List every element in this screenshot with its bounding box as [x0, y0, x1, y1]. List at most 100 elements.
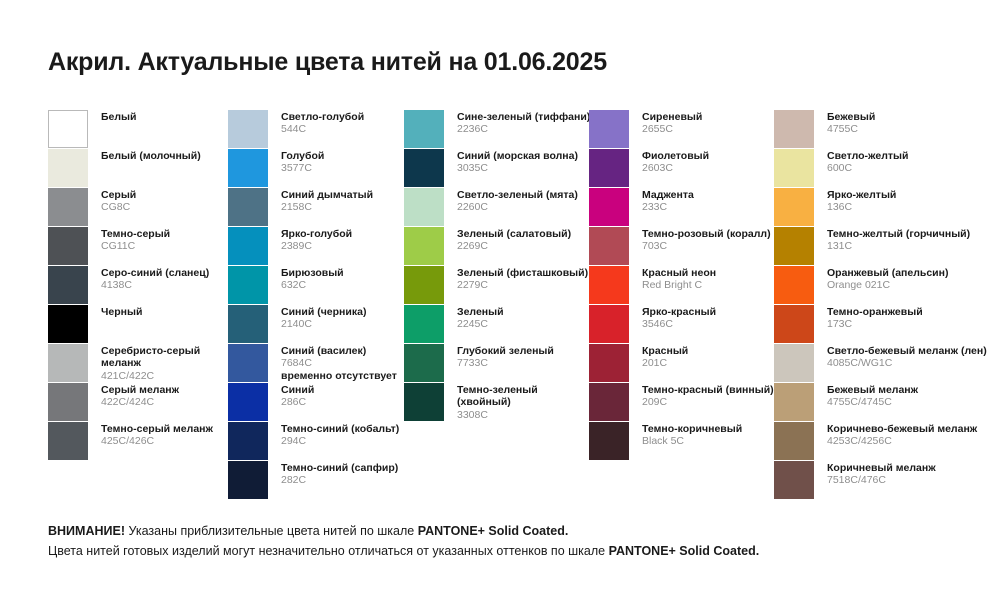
- color-swatch[interactable]: [774, 305, 814, 343]
- color-swatch-row[interactable]: Ярко-голубой 2389C: [228, 227, 404, 266]
- color-swatch-row[interactable]: Темно-желтый (горчичный) 131C: [774, 227, 989, 266]
- color-swatch-row[interactable]: Зеленый 2245C: [404, 305, 589, 344]
- color-swatch-row[interactable]: Синий (василек) 7684C временно отсутствует: [228, 344, 404, 383]
- color-swatch-row[interactable]: Темно-синий (сапфир) 282C: [228, 461, 404, 500]
- color-swatch-row[interactable]: Темно-зеленый (хвойный) 3308C: [404, 383, 589, 422]
- color-pantone-code: 2389C: [281, 240, 312, 253]
- color-swatch-row[interactable]: Темно-красный (винный) 209C: [589, 383, 774, 422]
- color-swatch[interactable]: [774, 227, 814, 265]
- color-swatch-row[interactable]: Фиолетовый 2603C: [589, 149, 774, 188]
- color-swatch[interactable]: [589, 422, 629, 460]
- color-swatch[interactable]: [774, 188, 814, 226]
- color-swatch[interactable]: [48, 422, 88, 460]
- color-swatch-row[interactable]: Темно-розовый (коралл) 703C: [589, 227, 774, 266]
- color-swatch[interactable]: [48, 344, 88, 382]
- color-swatch[interactable]: [589, 110, 629, 148]
- color-swatch[interactable]: [589, 149, 629, 187]
- color-swatch[interactable]: [228, 422, 268, 460]
- color-swatch[interactable]: [774, 461, 814, 499]
- color-swatch-row[interactable]: Темно-коричневый Black 5C: [589, 422, 774, 461]
- color-swatch[interactable]: [48, 305, 88, 343]
- color-swatch[interactable]: [228, 149, 268, 187]
- color-swatch[interactable]: [774, 266, 814, 304]
- color-swatch-row[interactable]: Светло-бежевый меланж (лен) 4085C/WG1C: [774, 344, 989, 383]
- color-swatch-row[interactable]: Красный 201C: [589, 344, 774, 383]
- color-swatch-row[interactable]: Голубой 3577C: [228, 149, 404, 188]
- color-swatch[interactable]: [228, 383, 268, 421]
- color-swatch-row[interactable]: Синий 286C: [228, 383, 404, 422]
- color-swatch-row[interactable]: Серебристо-серый меланж 421C/422C: [48, 344, 228, 383]
- color-swatch[interactable]: [48, 110, 88, 148]
- color-swatch[interactable]: [48, 227, 88, 265]
- color-swatch-row[interactable]: Серый меланж 422C/424C: [48, 383, 228, 422]
- color-swatch[interactable]: [774, 344, 814, 382]
- color-swatch[interactable]: [774, 110, 814, 148]
- color-swatch-row[interactable]: Темно-серый меланж 425C/426C: [48, 422, 228, 461]
- color-swatch[interactable]: [228, 266, 268, 304]
- color-swatch-row[interactable]: Светло-голубой 544C: [228, 110, 404, 149]
- color-swatch[interactable]: [48, 383, 88, 421]
- color-swatch-row[interactable]: Сиреневый 2655C: [589, 110, 774, 149]
- color-swatch[interactable]: [589, 305, 629, 343]
- color-swatch[interactable]: [228, 461, 268, 499]
- color-pantone-code: 209C: [642, 396, 668, 409]
- color-swatch-row[interactable]: Зеленый (фисташковый) 2279C: [404, 266, 589, 305]
- color-swatch-row[interactable]: Маджента 233C: [589, 188, 774, 227]
- color-swatch-row[interactable]: Синий (морская волна) 3035C: [404, 149, 589, 188]
- color-swatch[interactable]: [589, 266, 629, 304]
- color-name: Серый меланж: [101, 384, 180, 396]
- color-name: Ярко-желтый: [827, 189, 897, 201]
- color-swatch-row[interactable]: Серо-синий (сланец) 4138C: [48, 266, 228, 305]
- color-swatch-row[interactable]: Серый CG8C: [48, 188, 228, 227]
- color-swatch-row[interactable]: Светло-зеленый (мята) 2260C: [404, 188, 589, 227]
- color-swatch[interactable]: [48, 149, 88, 187]
- color-swatch-row[interactable]: Белый: [48, 110, 228, 149]
- color-swatch-row[interactable]: Черный: [48, 305, 228, 344]
- color-swatch[interactable]: [589, 227, 629, 265]
- color-pantone-code: 421C/422C: [101, 369, 155, 382]
- color-swatch-row[interactable]: Ярко-желтый 136C: [774, 188, 989, 227]
- color-swatch-row[interactable]: Темно-серый CG11C: [48, 227, 228, 266]
- color-swatch-row[interactable]: Коричневый меланж 7518C/476C: [774, 461, 989, 500]
- color-swatch-row[interactable]: Красный неон Red Bright C: [589, 266, 774, 305]
- color-swatch[interactable]: [228, 227, 268, 265]
- color-swatch-row[interactable]: Глубокий зеленый 7733C: [404, 344, 589, 383]
- color-swatch[interactable]: [404, 383, 444, 421]
- color-swatch-row[interactable]: Оранжевый (апельсин) Orange 021C: [774, 266, 989, 305]
- color-swatch[interactable]: [774, 149, 814, 187]
- color-name: Оранжевый (апельсин): [827, 267, 949, 279]
- color-swatch-row[interactable]: Светло-желтый 600C: [774, 149, 989, 188]
- color-swatch-row[interactable]: Бежевый меланж 4755C/4745C: [774, 383, 989, 422]
- color-swatch[interactable]: [228, 110, 268, 148]
- color-swatch-row[interactable]: Бежевый 4755C: [774, 110, 989, 149]
- color-swatch[interactable]: [589, 188, 629, 226]
- color-swatch-row[interactable]: Темно-оранжевый 173C: [774, 305, 989, 344]
- color-swatch-row[interactable]: Ярко-красный 3546C: [589, 305, 774, 344]
- color-swatch[interactable]: [589, 383, 629, 421]
- color-swatch[interactable]: [228, 305, 268, 343]
- color-swatch[interactable]: [228, 188, 268, 226]
- color-swatch-row[interactable]: Белый (молочный): [48, 149, 228, 188]
- color-swatch-row[interactable]: Бирюзовый 632C: [228, 266, 404, 305]
- color-swatch-row[interactable]: Синий дымчатый 2158C: [228, 188, 404, 227]
- color-swatch[interactable]: [589, 344, 629, 382]
- color-pantone-code: 294C: [281, 435, 307, 448]
- color-swatch[interactable]: [774, 422, 814, 460]
- color-swatch[interactable]: [404, 344, 444, 382]
- color-swatch[interactable]: [48, 188, 88, 226]
- color-swatch[interactable]: [404, 305, 444, 343]
- color-swatch[interactable]: [228, 344, 268, 382]
- color-swatch-row[interactable]: Синий (черника) 2140C: [228, 305, 404, 344]
- color-swatch[interactable]: [404, 110, 444, 148]
- color-swatch[interactable]: [404, 266, 444, 304]
- color-swatch[interactable]: [404, 227, 444, 265]
- color-swatch[interactable]: [404, 149, 444, 187]
- color-swatch-row[interactable]: Сине-зеленый (тиффани) 2236C: [404, 110, 590, 149]
- color-pantone-code: 3308C: [457, 408, 488, 421]
- color-swatch-row[interactable]: Зеленый (салатовый) 2269C: [404, 227, 589, 266]
- color-swatch[interactable]: [404, 188, 444, 226]
- color-swatch[interactable]: [774, 383, 814, 421]
- color-swatch[interactable]: [48, 266, 88, 304]
- color-swatch-row[interactable]: Коричнево-бежевый меланж 4253C/4256C: [774, 422, 989, 461]
- color-swatch-row[interactable]: Темно-синий (кобальт) 294C: [228, 422, 404, 461]
